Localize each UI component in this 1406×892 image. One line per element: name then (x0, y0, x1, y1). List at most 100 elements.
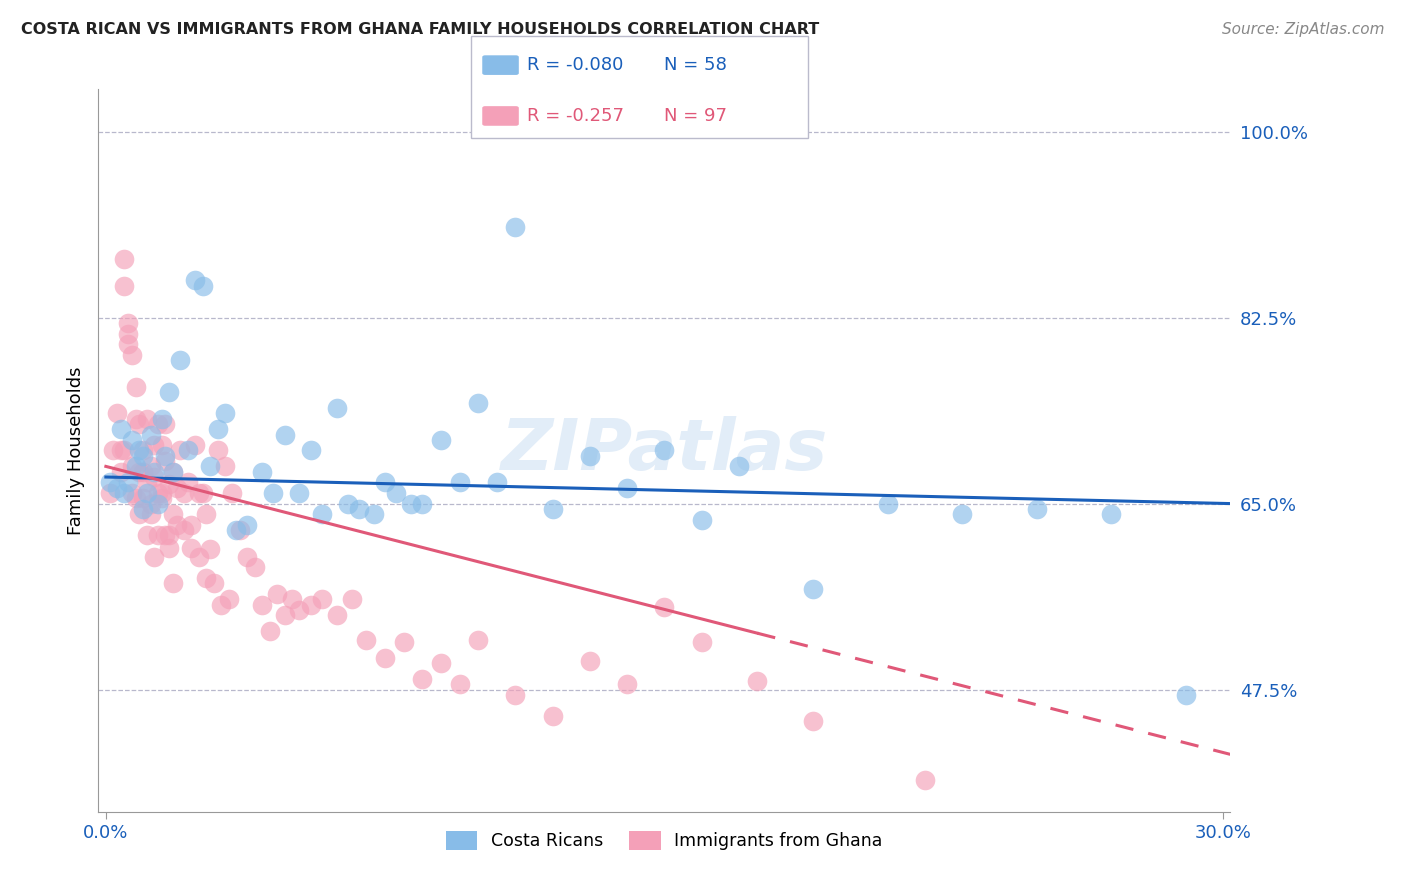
Point (195, 571, 218, 585)
Point (374, 475, 396, 490)
Point (229, 523, 252, 537)
Point (801, 582, 824, 596)
Point (132, 449, 155, 463)
Point (252, 465, 274, 479)
Point (128, 465, 150, 479)
Point (221, 486, 243, 500)
Point (652, 599, 676, 614)
Point (169, 443, 191, 458)
Point (143, 438, 166, 452)
Point (143, 470, 166, 484)
Point (114, 278, 136, 293)
Point (325, 401, 347, 415)
Point (121, 459, 143, 474)
Point (166, 481, 188, 495)
Point (652, 443, 676, 458)
Point (128, 507, 150, 521)
Point (128, 443, 150, 458)
Point (801, 714, 824, 729)
Point (218, 592, 240, 607)
Point (541, 709, 564, 723)
Point (399, 497, 422, 511)
Point (202, 576, 225, 591)
Point (146, 417, 169, 431)
Point (266, 587, 288, 601)
Point (259, 624, 281, 639)
Point (467, 632, 489, 647)
Point (128, 417, 150, 431)
Point (155, 528, 177, 542)
Point (124, 491, 146, 506)
Point (173, 486, 195, 500)
Text: N = 58: N = 58 (664, 56, 727, 74)
Point (1174, 688, 1197, 702)
Point (150, 411, 173, 425)
Point (579, 449, 602, 463)
Point (98, 486, 121, 500)
Point (117, 475, 139, 490)
Point (541, 502, 564, 516)
Point (155, 454, 177, 468)
Point (311, 592, 333, 607)
Point (110, 422, 132, 436)
Point (132, 491, 155, 506)
Point (262, 486, 284, 500)
Point (950, 507, 973, 521)
Point (579, 654, 602, 668)
Point (914, 772, 936, 787)
Text: R = -0.257: R = -0.257 (527, 107, 624, 125)
Point (288, 603, 311, 617)
Point (139, 497, 162, 511)
Point (207, 443, 229, 458)
Point (114, 486, 136, 500)
Point (449, 677, 471, 691)
Legend: Costa Ricans, Immigrants from Ghana: Costa Ricans, Immigrants from Ghana (439, 824, 890, 857)
Point (150, 491, 173, 506)
Point (616, 481, 638, 495)
Point (162, 465, 184, 479)
Point (150, 486, 173, 500)
Point (162, 576, 184, 591)
Point (173, 523, 195, 537)
Point (124, 411, 146, 425)
Point (157, 477, 180, 491)
Point (114, 252, 136, 267)
Point (162, 465, 184, 479)
Point (121, 348, 143, 362)
Point (157, 541, 180, 556)
Point (135, 486, 157, 500)
Point (299, 443, 322, 458)
Point (146, 486, 169, 500)
Point (225, 523, 247, 537)
Point (110, 465, 132, 479)
Text: R = -0.080: R = -0.080 (527, 56, 624, 74)
Point (207, 422, 229, 436)
Point (117, 337, 139, 351)
Point (430, 433, 453, 447)
Point (191, 278, 214, 293)
Point (132, 502, 155, 516)
Point (616, 677, 638, 691)
Point (187, 549, 209, 564)
Point (356, 632, 378, 647)
Point (135, 528, 157, 542)
Point (449, 475, 471, 490)
Text: Source: ZipAtlas.com: Source: ZipAtlas.com (1222, 22, 1385, 37)
Point (132, 465, 155, 479)
Point (139, 459, 162, 474)
Point (505, 220, 527, 235)
Point (392, 634, 415, 648)
Text: N = 97: N = 97 (664, 107, 727, 125)
Point (121, 486, 143, 500)
Point (340, 592, 363, 607)
Point (273, 608, 295, 623)
Point (98, 475, 121, 490)
Point (103, 443, 125, 458)
Point (157, 384, 180, 399)
Point (114, 443, 136, 458)
Point (214, 406, 236, 420)
Point (105, 481, 128, 495)
Point (485, 475, 508, 490)
Point (430, 656, 453, 670)
Point (209, 598, 232, 612)
